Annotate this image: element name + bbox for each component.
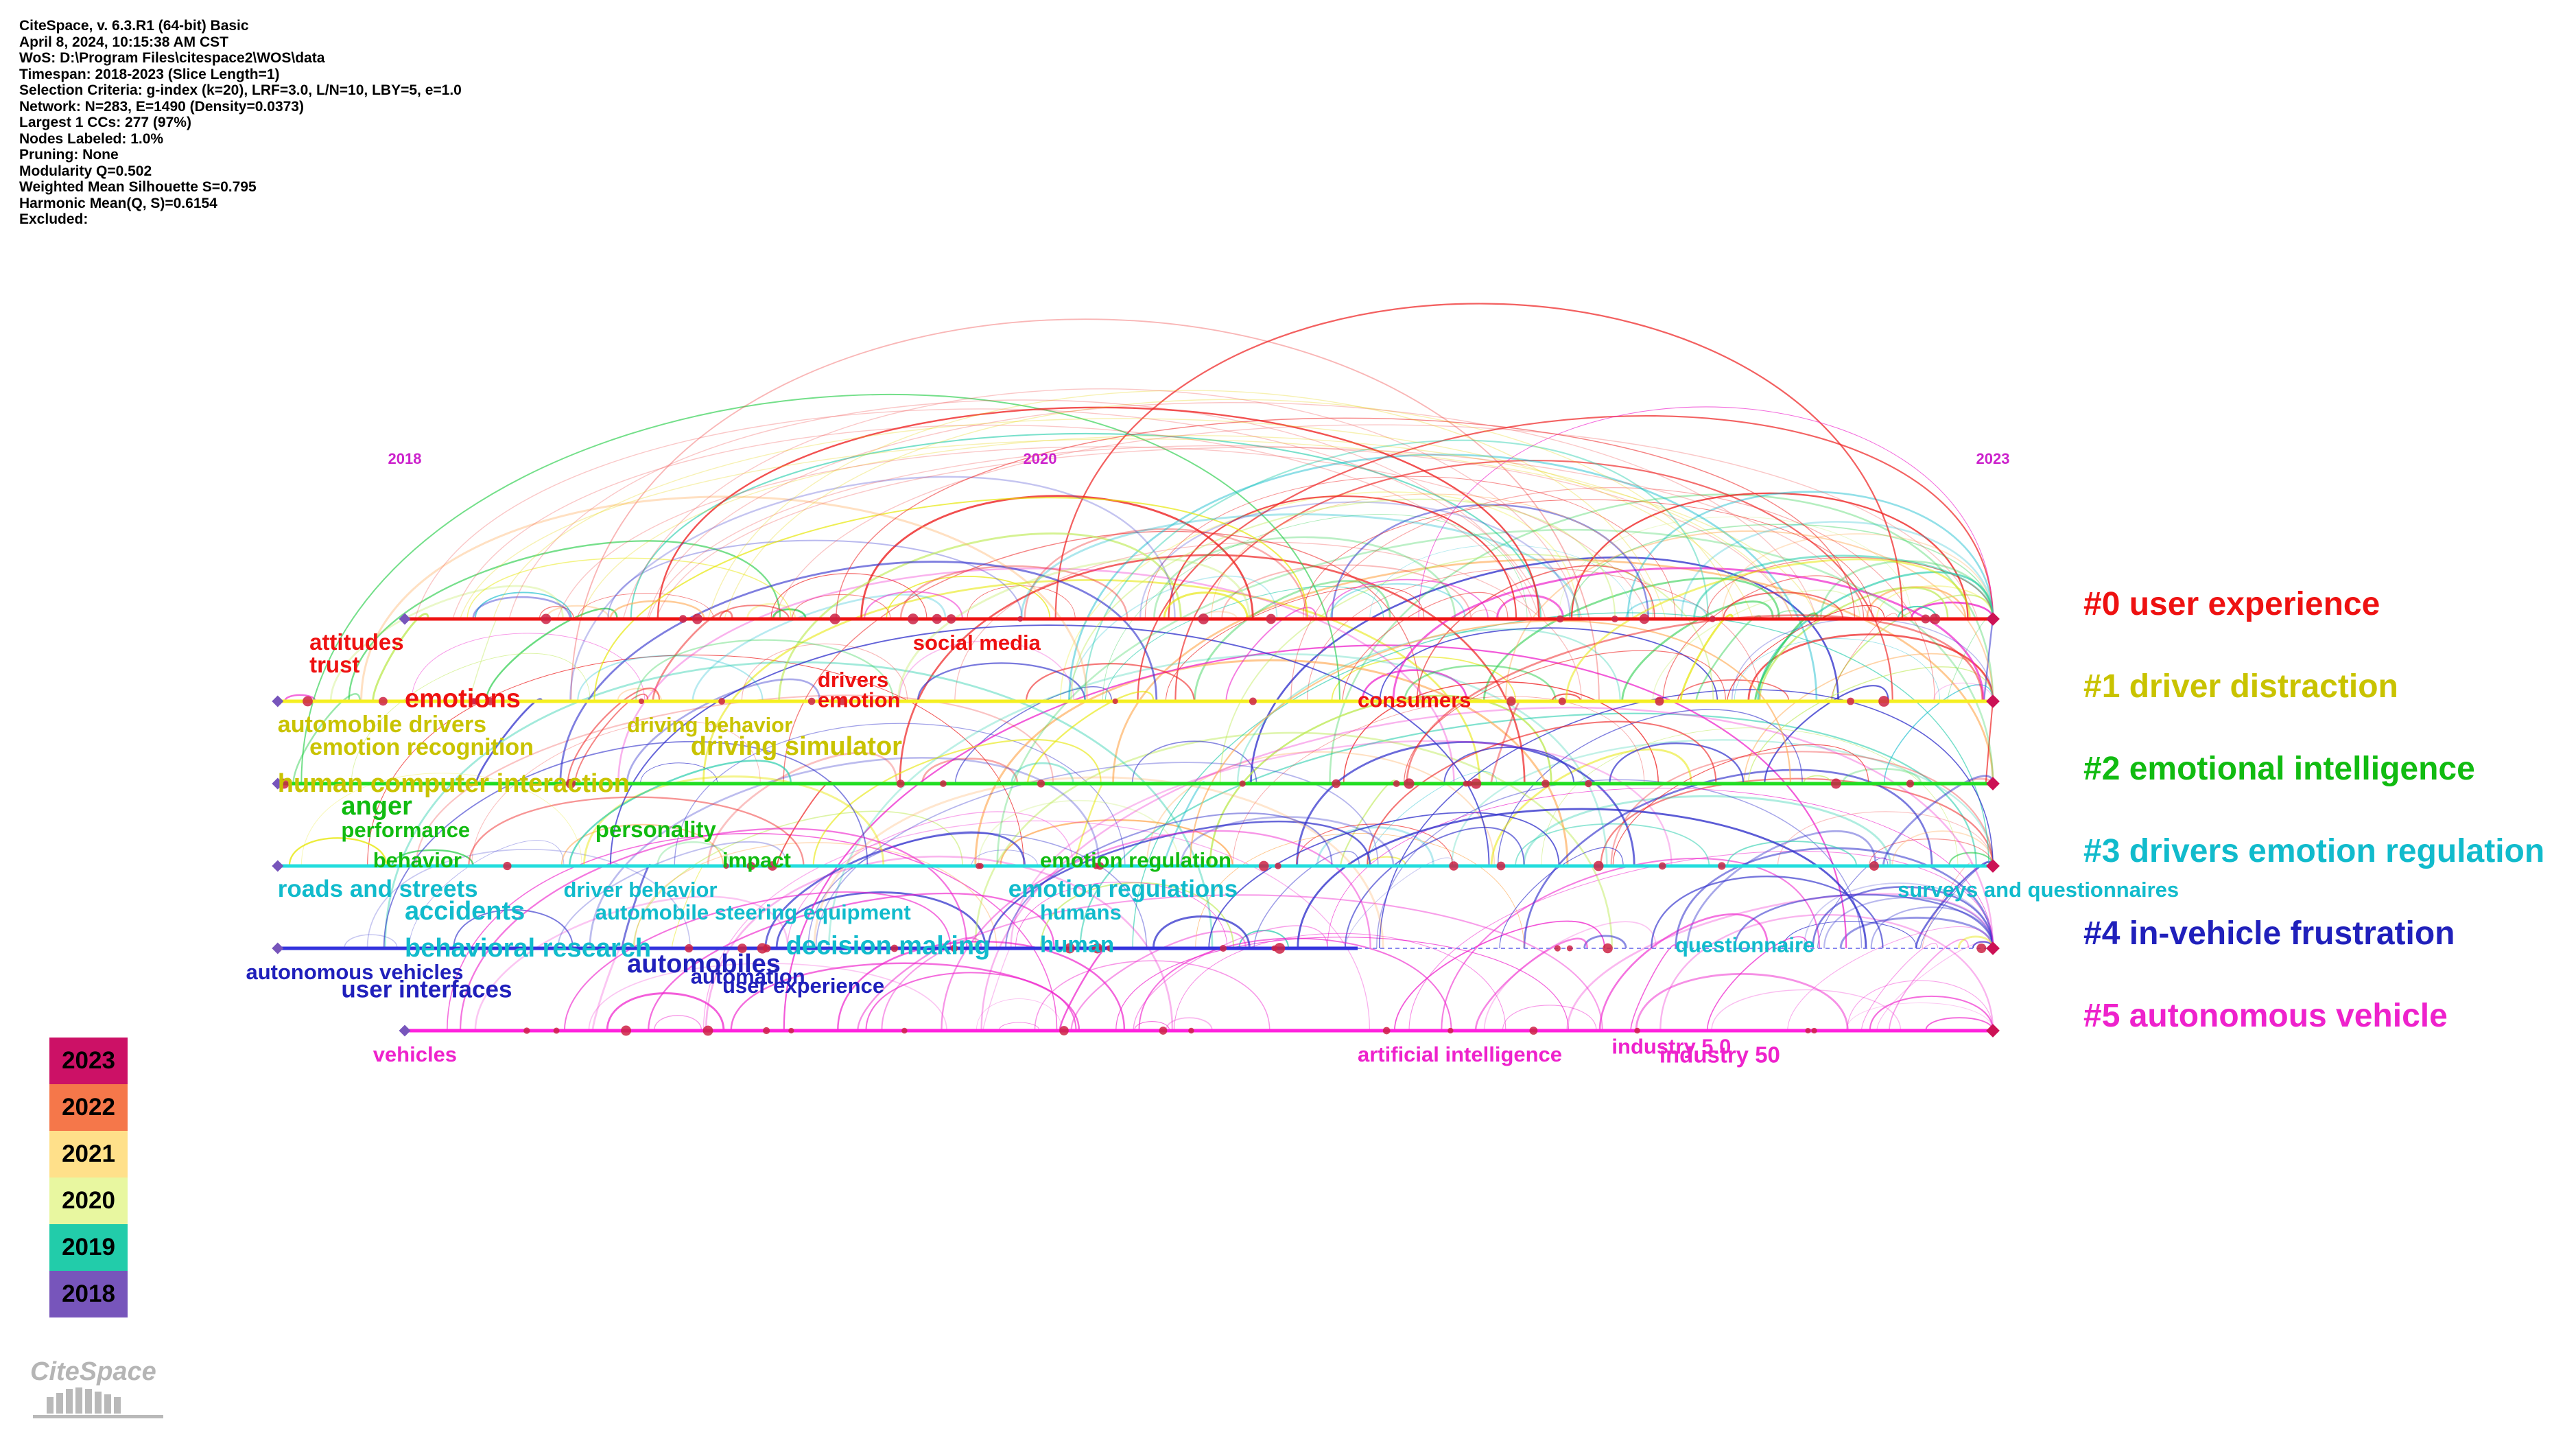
info-line: Excluded: [19, 211, 88, 227]
legend-year-swatch: 2018 [49, 1271, 128, 1317]
info-line: Timespan: 2018-2023 (Slice Length=1) [19, 66, 280, 82]
keyword-label[interactable]: driver behavior [564, 878, 718, 902]
keyword-label[interactable]: surveys and questionnaires [1898, 878, 2179, 902]
logo-wordmark: CiteSpace [30, 1357, 156, 1386]
keyword-label[interactable]: emotion [818, 688, 901, 712]
keyword-label[interactable]: artificial intelligence [1358, 1042, 1562, 1066]
keyword-label[interactable]: human computer interaction [278, 769, 630, 798]
legend-year-swatch: 2020 [49, 1178, 128, 1224]
year-color-legend: 2023 2022 2021 2020 2019 2018 [49, 1038, 128, 1317]
keyword-label[interactable]: automation [691, 965, 805, 989]
keyword-label[interactable]: emotion regulations [1008, 876, 1238, 902]
info-line: Pruning: None [19, 147, 119, 163]
info-line: Largest 1 CCs: 277 (97%) [19, 115, 191, 130]
legend-year-swatch: 2022 [49, 1084, 128, 1131]
keyword-label[interactable]: consumers [1358, 688, 1471, 712]
keyword-label[interactable]: humans [1040, 900, 1122, 924]
keyword-label[interactable]: driving simulator [691, 732, 902, 761]
legend-year-swatch: 2021 [49, 1131, 128, 1178]
info-line: Harmonic Mean(Q, S)=0.6154 [19, 195, 217, 211]
keyword-label[interactable]: driving behavior [627, 713, 792, 737]
legend-year-swatch: 2023 [49, 1038, 128, 1084]
keyword-label[interactable]: anger [341, 792, 412, 821]
citation-arcs [283, 303, 1994, 1031]
keyword-label[interactable]: personality [595, 817, 717, 842]
cluster-label[interactable]: #0 user experience [2083, 586, 2380, 622]
keyword-label[interactable]: performance [341, 818, 470, 842]
keyword-label[interactable]: trust [309, 652, 359, 677]
cluster-label[interactable]: #2 emotional intelligence [2083, 751, 2475, 787]
keyword-label[interactable]: drivers [818, 668, 888, 692]
year-tick-label: 2023 [1976, 450, 2010, 467]
keyword-label[interactable]: automobile drivers [278, 712, 486, 738]
keyword-label[interactable]: behavior [373, 848, 462, 872]
keyword-label[interactable]: user experience [722, 974, 884, 998]
keyword-label[interactable]: emotion recognition [309, 734, 534, 760]
year-tick-label: 2020 [1024, 450, 1057, 467]
info-line: April 8, 2024, 10:15:38 AM CST [19, 34, 229, 50]
keyword-label[interactable]: decision making [786, 932, 991, 961]
keyword-label[interactable]: attitudes [309, 629, 404, 655]
cluster-labels: #0 user experience #1 driver distraction #… [2083, 586, 2544, 1034]
keyword-label[interactable]: emotion regulation [1040, 848, 1231, 872]
cluster-label[interactable]: #4 in-vehicle frustration [2083, 915, 2455, 952]
keyword-label[interactable]: autonomous vehicles [246, 960, 464, 984]
legend-year-swatch: 2019 [49, 1224, 128, 1271]
info-line: CiteSpace, v. 6.3.R1 (64-bit) Basic [19, 18, 249, 34]
cluster-label[interactable]: #1 driver distraction [2083, 668, 2398, 705]
info-line: WoS: D:\Program Files\citespace2\WOS\dat… [19, 50, 325, 66]
cluster-timelines [277, 617, 1993, 1033]
cluster-label[interactable]: #5 autonomous vehicle [2083, 998, 2448, 1034]
keyword-label[interactable]: human [1040, 931, 1114, 957]
info-line: Selection Criteria: g-index (k=20), LRF=… [19, 82, 462, 98]
info-line: Network: N=283, E=1490 (Density=0.0373) [19, 98, 304, 115]
keyword-label[interactable]: automobiles [627, 950, 781, 979]
keyword-label[interactable]: impact [722, 848, 791, 872]
keyword-label[interactable]: vehicles [373, 1042, 457, 1066]
citespace-logo: CiteSpace [26, 1357, 170, 1425]
info-line: Weighted Mean Silhouette S=0.795 [19, 179, 257, 195]
keyword-label[interactable]: behavioral research [405, 934, 651, 963]
year-tick-label: 2018 [388, 450, 422, 467]
keyword-label[interactable]: user interfaces [341, 976, 512, 1003]
keyword-label[interactable]: questionnaire [1675, 933, 1815, 957]
cluster-label[interactable]: #3 drivers emotion regulation [2083, 833, 2544, 869]
logo-bars-icon [33, 1387, 163, 1418]
keyword-label[interactable]: accidents [405, 897, 525, 926]
keyword-label[interactable]: social media [913, 631, 1041, 655]
info-line: Nodes Labeled: 1.0% [19, 130, 164, 147]
keyword-label[interactable]: roads and streets [278, 876, 478, 902]
keyword-label[interactable]: industry 5.0 [1611, 1034, 1731, 1058]
keyword-label[interactable]: automobile steering equipment [595, 900, 911, 924]
year-axis: 2018 2020 2023 [388, 450, 2010, 467]
keyword-label[interactable]: industry 50 [1659, 1042, 1780, 1068]
info-line: Modularity Q=0.502 [19, 163, 152, 179]
run-info-panel: CiteSpace, v. 6.3.R1 (64-bit) Basic Apri… [19, 18, 637, 228]
keyword-label[interactable]: emotions [405, 685, 521, 714]
